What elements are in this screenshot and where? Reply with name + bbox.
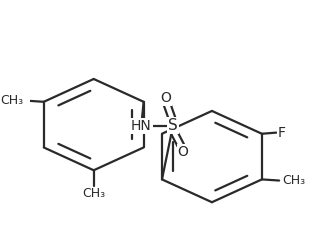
Text: HN: HN: [131, 119, 152, 133]
Text: CH₃: CH₃: [82, 187, 105, 200]
Text: S: S: [168, 118, 178, 133]
Text: CH₃: CH₃: [0, 94, 24, 107]
Text: CH₃: CH₃: [282, 174, 305, 187]
Text: O: O: [178, 145, 188, 159]
Text: O: O: [160, 91, 171, 105]
Text: F: F: [278, 126, 286, 140]
